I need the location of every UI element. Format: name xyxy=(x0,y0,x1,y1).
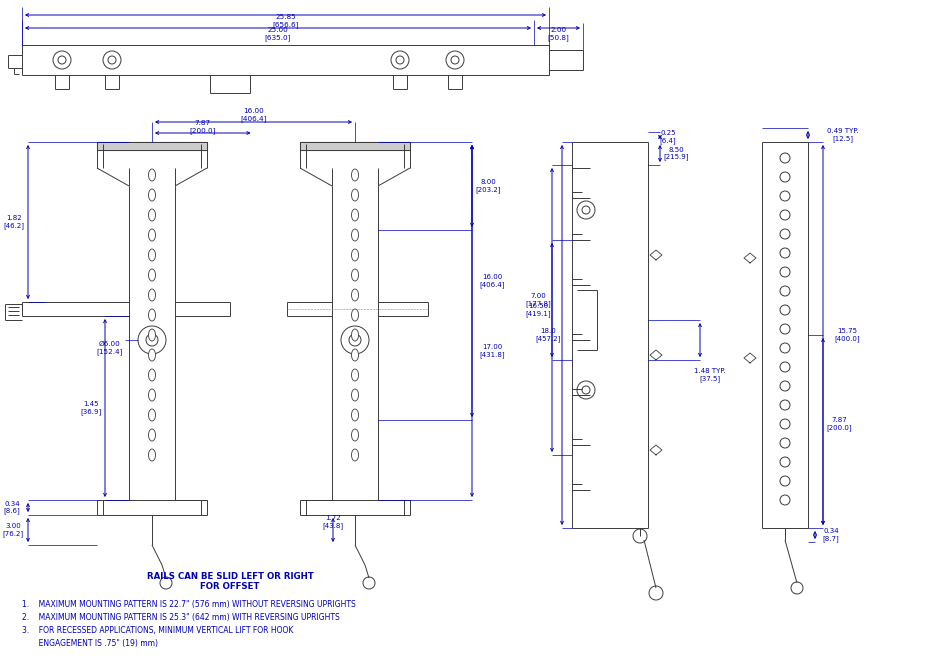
Text: 0.34
[8.7]: 0.34 [8.7] xyxy=(822,528,839,542)
Ellipse shape xyxy=(352,229,359,241)
Ellipse shape xyxy=(149,409,155,421)
Ellipse shape xyxy=(149,429,155,441)
Ellipse shape xyxy=(149,169,155,181)
Text: 7.87
[200.0]: 7.87 [200.0] xyxy=(826,417,852,431)
Text: 16.50
[419.1]: 16.50 [419.1] xyxy=(525,303,550,317)
Ellipse shape xyxy=(352,429,359,441)
Ellipse shape xyxy=(352,349,359,361)
Text: 15.75
[400.0]: 15.75 [400.0] xyxy=(834,328,860,342)
Ellipse shape xyxy=(352,409,359,421)
Text: 16.00
[406.4]: 16.00 [406.4] xyxy=(240,108,266,122)
Ellipse shape xyxy=(352,389,359,401)
Ellipse shape xyxy=(352,289,359,301)
Text: RAILS CAN BE SLID LEFT OR RIGHT
FOR OFFSET: RAILS CAN BE SLID LEFT OR RIGHT FOR OFFS… xyxy=(147,572,314,591)
Ellipse shape xyxy=(149,349,155,361)
Text: 3.00
[76.2]: 3.00 [76.2] xyxy=(3,523,23,537)
Text: 1.45
[36.9]: 1.45 [36.9] xyxy=(80,401,102,415)
Text: 2.00
[50.8]: 2.00 [50.8] xyxy=(548,27,570,41)
Text: 2.    MAXIMUM MOUNTING PATTERN IS 25.3" (642 mm) WITH REVERSING UPRIGHTS: 2. MAXIMUM MOUNTING PATTERN IS 25.3" (64… xyxy=(22,613,339,622)
Text: 18.0
[457.2]: 18.0 [457.2] xyxy=(536,328,561,342)
Ellipse shape xyxy=(352,169,359,181)
Text: 0.49 TYP.
[12.5]: 0.49 TYP. [12.5] xyxy=(827,128,858,142)
Ellipse shape xyxy=(149,189,155,201)
Text: 1.82
[46.2]: 1.82 [46.2] xyxy=(4,215,24,229)
Ellipse shape xyxy=(352,369,359,381)
Text: 17.00
[431.8]: 17.00 [431.8] xyxy=(479,344,505,358)
Ellipse shape xyxy=(352,189,359,201)
Ellipse shape xyxy=(149,369,155,381)
Ellipse shape xyxy=(149,309,155,321)
Text: 1.48 TYP.
[37.5]: 1.48 TYP. [37.5] xyxy=(694,368,726,382)
Ellipse shape xyxy=(352,329,359,341)
Text: 8.00
[203.2]: 8.00 [203.2] xyxy=(475,179,500,193)
Text: Ø6.00
[152.4]: Ø6.00 [152.4] xyxy=(97,341,123,355)
Text: 3.    FOR RECESSED APPLICATIONS, MINIMUM VERTICAL LIFT FOR HOOK: 3. FOR RECESSED APPLICATIONS, MINIMUM VE… xyxy=(22,626,293,635)
Text: ENGAGEMENT IS .75" (19) mm): ENGAGEMENT IS .75" (19) mm) xyxy=(22,639,158,648)
Ellipse shape xyxy=(352,449,359,461)
Ellipse shape xyxy=(149,229,155,241)
Text: 8.50
[215.9]: 8.50 [215.9] xyxy=(663,146,689,160)
Ellipse shape xyxy=(352,249,359,261)
Polygon shape xyxy=(97,142,207,150)
Ellipse shape xyxy=(352,209,359,221)
Text: 0.25
[6.4]: 0.25 [6.4] xyxy=(660,130,676,144)
Text: 25.85
[656.6]: 25.85 [656.6] xyxy=(272,14,299,28)
Ellipse shape xyxy=(149,269,155,281)
Text: 1.72
[43.8]: 1.72 [43.8] xyxy=(323,515,343,529)
Ellipse shape xyxy=(149,449,155,461)
Ellipse shape xyxy=(149,209,155,221)
Text: 7.87
[200.0]: 7.87 [200.0] xyxy=(190,120,216,134)
Polygon shape xyxy=(300,142,410,150)
Ellipse shape xyxy=(149,289,155,301)
Ellipse shape xyxy=(352,309,359,321)
Ellipse shape xyxy=(149,249,155,261)
Text: 7.00
[177.8]: 7.00 [177.8] xyxy=(525,293,551,307)
Text: 1.    MAXIMUM MOUNTING PATTERN IS 22.7" (576 mm) WITHOUT REVERSING UPRIGHTS: 1. MAXIMUM MOUNTING PATTERN IS 22.7" (57… xyxy=(22,600,356,609)
Text: 16.00
[406.4]: 16.00 [406.4] xyxy=(479,274,505,288)
Ellipse shape xyxy=(352,269,359,281)
Ellipse shape xyxy=(149,389,155,401)
Text: 0.34
[8.6]: 0.34 [8.6] xyxy=(4,500,20,514)
Text: 25.00
[635.0]: 25.00 [635.0] xyxy=(265,27,291,41)
Ellipse shape xyxy=(149,329,155,341)
